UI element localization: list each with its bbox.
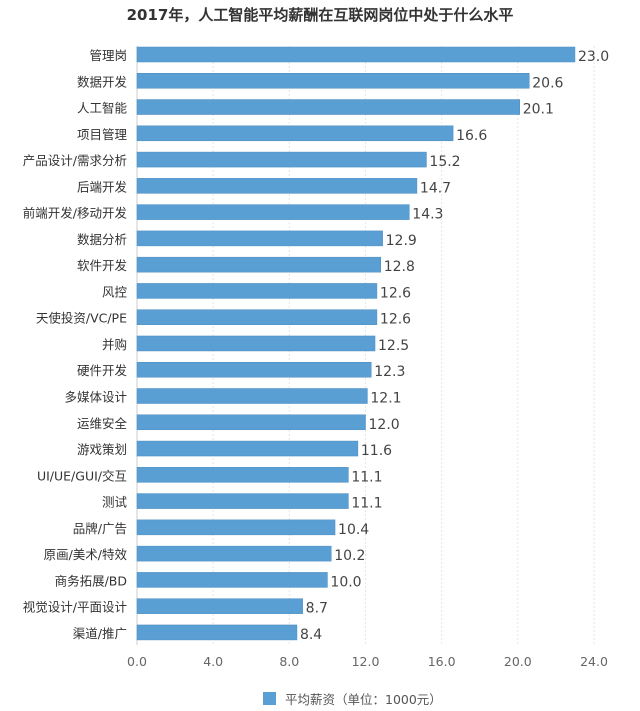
bar: [136, 73, 530, 89]
data-label: 12.6: [380, 285, 411, 301]
category-label: 前端开发/移动开发: [23, 206, 128, 221]
bar: [136, 545, 332, 562]
data-label: 10.0: [330, 574, 361, 590]
legend: 平均薪资（单位：1000元）: [263, 692, 442, 707]
category-label: 人工智能: [77, 101, 128, 116]
x-tick-label: 24.0: [580, 654, 608, 669]
x-tick-label: 12.0: [352, 654, 380, 669]
bar: [136, 414, 366, 431]
data-label: 23.0: [578, 49, 609, 65]
data-label: 20.6: [532, 75, 563, 91]
bar: [136, 467, 349, 483]
data-label: 12.0: [369, 417, 400, 433]
chart-title: 2017年，人工智能平均薪酬在互联网岗位中处于什么水平: [127, 6, 514, 24]
x-tick-label: 0.0: [127, 654, 147, 669]
data-label: 11.1: [351, 496, 382, 512]
bar: [136, 151, 427, 168]
bar: [136, 283, 378, 299]
bar: [136, 99, 520, 115]
bar: [136, 256, 381, 273]
data-label: 11.6: [361, 443, 392, 459]
data-label: 12.3: [374, 364, 405, 380]
bar: [136, 519, 336, 536]
category-label: 测试: [102, 495, 128, 510]
data-label: 14.7: [420, 180, 451, 196]
category-label: 软件开发: [77, 258, 128, 273]
data-label: 11.1: [351, 469, 382, 485]
bar: [136, 624, 298, 641]
bar: [136, 125, 454, 142]
bar: [136, 335, 376, 352]
category-label: 商务拓展/BD: [55, 573, 127, 588]
bar: [136, 493, 349, 509]
bar: [136, 178, 418, 194]
data-label: 12.9: [386, 233, 417, 249]
category-label: 数据分析: [77, 232, 127, 247]
category-label: 游戏策划: [77, 442, 127, 457]
legend-swatch: [263, 692, 276, 705]
data-label: 12.5: [378, 338, 409, 354]
category-label: 硬件开发: [77, 363, 128, 378]
data-label: 20.1: [523, 102, 554, 118]
bar: [136, 598, 303, 614]
category-label: 运维安全: [77, 416, 128, 431]
data-label: 12.6: [380, 312, 411, 328]
bar: [136, 572, 328, 588]
data-label: 8.4: [300, 627, 322, 643]
legend-label: 平均薪资（单位：1000元）: [285, 692, 442, 707]
bar: [136, 440, 359, 457]
data-label: 12.1: [370, 391, 401, 407]
category-label: 并购: [102, 337, 127, 352]
data-label: 10.4: [338, 522, 369, 538]
bar: [136, 46, 576, 63]
category-label: 产品设计/需求分析: [23, 153, 127, 168]
category-label: 数据开发: [77, 74, 128, 89]
category-label: 后端开发: [77, 179, 128, 194]
x-tick-label: 8.0: [279, 654, 299, 669]
bar: [136, 309, 378, 325]
bar: [136, 230, 383, 247]
category-label: 原画/美术/特效: [44, 547, 128, 562]
category-label: 天使投资/VC/PE: [36, 311, 127, 326]
category-label: 渠道/推广: [73, 626, 127, 641]
category-label: 品牌/广告: [73, 521, 127, 536]
category-label: 多媒体设计: [64, 390, 127, 405]
x-tick-label: 16.0: [428, 654, 456, 669]
category-label: UI/UE/GUI/交互: [37, 468, 127, 483]
data-label: 8.7: [306, 601, 328, 617]
data-label: 16.6: [456, 128, 487, 144]
category-label: 风控: [102, 284, 128, 299]
bar: [136, 204, 410, 220]
bar: [136, 361, 372, 378]
data-label: 14.3: [412, 207, 443, 223]
x-tick-label: 20.0: [504, 654, 532, 669]
data-label: 12.8: [384, 259, 415, 275]
category-label: 视觉设计/平面设计: [23, 600, 127, 615]
bar: [136, 388, 368, 404]
category-label: 管理岗: [89, 48, 127, 63]
category-label: 项目管理: [77, 127, 128, 142]
x-tick-label: 4.0: [203, 654, 223, 669]
data-label: 10.2: [334, 548, 365, 564]
data-label: 15.2: [429, 154, 460, 170]
